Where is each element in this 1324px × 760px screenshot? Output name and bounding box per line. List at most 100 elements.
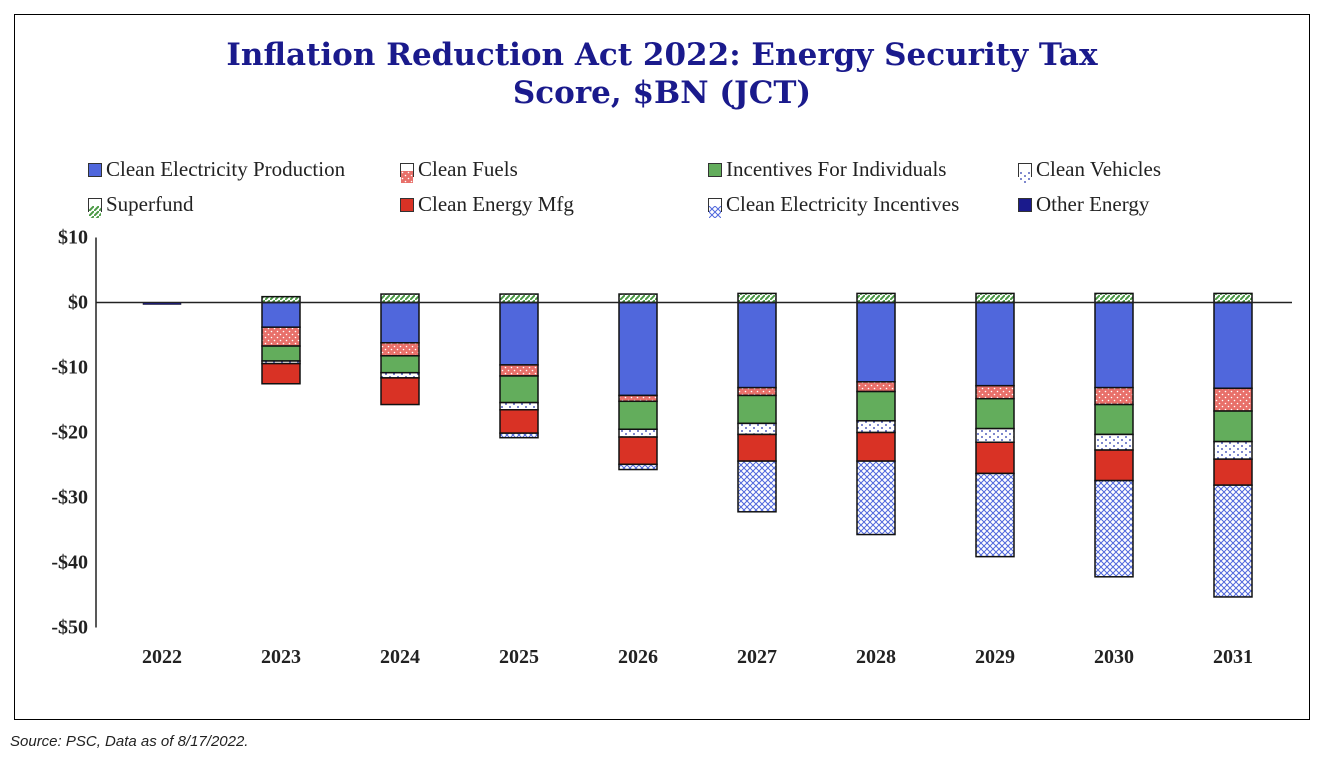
bar-segment-clean-electricity-incentives <box>737 460 777 513</box>
bar-segment-clean-electricity-incentives <box>856 460 896 536</box>
legend-swatch <box>708 197 722 218</box>
bar-segment-superfund <box>1094 292 1134 304</box>
legend-swatch <box>88 162 102 177</box>
legend-label: Clean Fuels <box>418 157 518 181</box>
bar-segment-clean-fuels <box>737 386 777 397</box>
legend-item: Other Energy <box>1018 192 1149 217</box>
bar-segment-superfund <box>737 292 777 304</box>
bar-segment-clean-electricity-incentives <box>1094 479 1134 578</box>
bar-segment-clean-energy-mfg <box>261 362 301 385</box>
x-tick-label: 2028 <box>856 646 896 668</box>
bar-segment-clean-fuels <box>499 364 539 377</box>
bar-segment-clean-electricity-production <box>737 301 777 389</box>
bar-segment-clean-electricity-production <box>856 301 896 383</box>
bar-segment-clean-energy-mfg <box>499 409 539 434</box>
bar-segment-clean-vehicles <box>618 428 658 438</box>
bar-segment-clean-electricity-incentives <box>618 463 658 471</box>
legend-label: Superfund <box>106 192 194 216</box>
x-tick-label: 2026 <box>618 646 658 668</box>
bar-segment-clean-fuels <box>380 342 420 357</box>
title-line-2: Score, $BN (JCT) <box>512 75 812 111</box>
x-tick-label: 2024 <box>380 646 420 668</box>
x-tick-label: 2027 <box>737 646 777 668</box>
legend-item: Incentives For Individuals <box>708 157 946 182</box>
bar-segment-clean-vehicles <box>975 427 1015 444</box>
x-tick-label: 2025 <box>499 646 539 668</box>
bar-segment-clean-fuels <box>261 326 301 347</box>
x-tick-label: 2029 <box>975 646 1015 668</box>
bar-segment-superfund <box>618 293 658 304</box>
bar-segment-superfund <box>1213 292 1253 304</box>
legend-item: Clean Energy Mfg <box>400 192 574 217</box>
bar-segment-clean-vehicles <box>499 401 539 411</box>
bar-segment-superfund <box>499 293 539 304</box>
bar-segment-clean-energy-mfg <box>856 431 896 462</box>
bar-segment-superfund <box>975 292 1015 304</box>
bar-segment-clean-energy-mfg <box>1213 458 1253 486</box>
legend-swatch <box>400 197 414 212</box>
legend-item: Clean Electricity Incentives <box>708 192 960 218</box>
bar-segment-clean-electricity-production <box>618 301 658 397</box>
legend-label: Incentives For Individuals <box>726 157 947 181</box>
legend-item: Clean Electricity Production <box>88 157 345 182</box>
y-tick-label: -$50 <box>51 617 88 639</box>
bar-segment-incentives-for-individuals <box>499 375 539 404</box>
legend-swatch <box>1018 197 1032 212</box>
legend-swatch <box>88 197 102 218</box>
bar-segment-clean-vehicles <box>380 371 420 379</box>
bar-segment-clean-vehicles <box>737 422 777 436</box>
bar-segment-clean-fuels <box>1213 387 1253 412</box>
bar-segment-incentives-for-individuals <box>975 397 1015 430</box>
legend-swatch <box>1018 162 1032 183</box>
legend-label: Clean Electricity Production <box>106 157 346 181</box>
legend-item: Clean Vehicles <box>1018 157 1161 183</box>
legend-label: Clean Electricity Incentives <box>726 192 960 216</box>
y-tick-label: -$30 <box>51 487 88 509</box>
bar-segment-incentives-for-individuals <box>856 390 896 422</box>
bar-segment-clean-fuels <box>618 394 658 403</box>
x-tick-label: 2022 <box>142 646 182 668</box>
bar-segment-clean-electricity-production <box>261 301 301 328</box>
bar-segment-incentives-for-individuals <box>261 345 301 362</box>
bar-segment-superfund <box>380 293 420 304</box>
bar-segment-clean-electricity-production <box>380 301 420 344</box>
bar-segment-clean-fuels <box>975 384 1015 400</box>
bar-segment-superfund <box>856 292 896 304</box>
legend-label: Clean Vehicles <box>1036 157 1161 181</box>
x-tick-label: 2030 <box>1094 646 1134 668</box>
bar-segment-clean-fuels <box>1094 386 1134 406</box>
bar-segment-clean-electricity-production <box>499 301 539 366</box>
bar-segment-incentives-for-individuals <box>1213 410 1253 443</box>
bar-segment-incentives-for-individuals <box>737 394 777 425</box>
legend-swatch <box>400 162 414 183</box>
bar-segment-clean-energy-mfg <box>380 377 420 406</box>
bar-segment-clean-energy-mfg <box>737 433 777 462</box>
y-tick-label: $0 <box>68 292 88 314</box>
legend-item: Superfund <box>88 192 194 218</box>
bar-segment-incentives-for-individuals <box>618 400 658 430</box>
chart-frame <box>14 14 1310 720</box>
bar-segment-clean-electricity-production <box>975 301 1015 387</box>
bar-segment-superfund <box>261 295 301 304</box>
bar-segment-clean-electricity-incentives <box>499 432 539 439</box>
y-tick-label: $10 <box>58 227 88 249</box>
chart-title: Inflation Reduction Act 2022: Energy Sec… <box>0 36 1324 112</box>
bar-segment-clean-vehicles <box>1094 433 1134 451</box>
y-tick-label: -$10 <box>51 357 88 379</box>
bar-segment-clean-electricity-incentives <box>975 472 1015 558</box>
source-note: Source: PSC, Data as of 8/17/2022. <box>10 733 249 750</box>
x-tick-label: 2023 <box>261 646 301 668</box>
legend-item: Clean Fuels <box>400 157 518 183</box>
bar-segment-clean-electricity-incentives <box>1213 484 1253 598</box>
legend-label: Clean Energy Mfg <box>418 192 574 216</box>
bar-segment-clean-energy-mfg <box>1094 449 1134 482</box>
legend-swatch <box>708 162 722 177</box>
bar-segment-clean-vehicles <box>856 420 896 434</box>
x-tick-label: 2031 <box>1213 646 1253 668</box>
bar-segment-clean-vehicles <box>1213 440 1253 460</box>
bar-segment-clean-fuels <box>856 381 896 393</box>
bar-segment-clean-electricity-production <box>1213 301 1253 390</box>
bar-segment-clean-energy-mfg <box>618 436 658 466</box>
bar-segment-incentives-for-individuals <box>380 355 420 374</box>
